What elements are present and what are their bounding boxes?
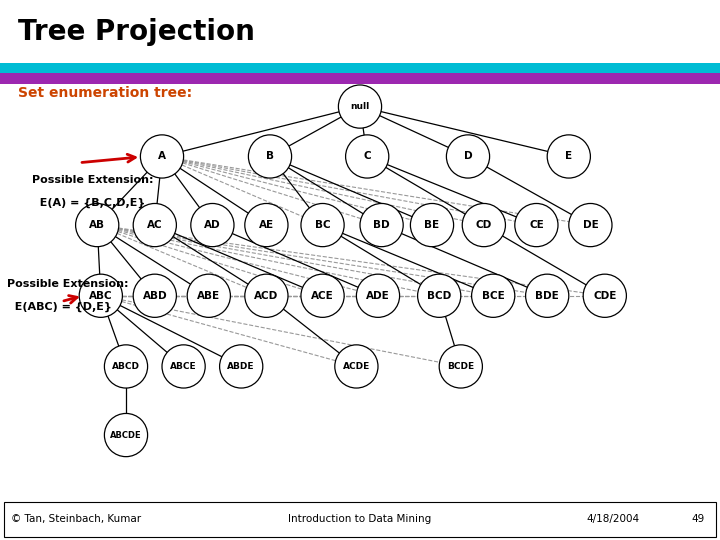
- Ellipse shape: [439, 345, 482, 388]
- Ellipse shape: [245, 204, 288, 247]
- Ellipse shape: [360, 204, 403, 247]
- Text: BCE: BCE: [482, 291, 505, 301]
- Ellipse shape: [346, 135, 389, 178]
- Text: ABDE: ABDE: [228, 362, 255, 371]
- Text: DE: DE: [582, 220, 598, 230]
- Text: E(ABC) = {D,E}: E(ABC) = {D,E}: [7, 302, 112, 312]
- Text: A: A: [158, 151, 166, 161]
- Text: Tree Projection: Tree Projection: [18, 18, 255, 46]
- Text: ADE: ADE: [366, 291, 390, 301]
- Text: BC: BC: [315, 220, 330, 230]
- Text: Possible Extension:: Possible Extension:: [32, 175, 154, 185]
- Text: ABC: ABC: [89, 291, 112, 301]
- Ellipse shape: [245, 274, 288, 318]
- Bar: [0, 63, 720, 73]
- Ellipse shape: [140, 135, 184, 178]
- Text: ACDE: ACDE: [343, 362, 370, 371]
- Ellipse shape: [104, 414, 148, 457]
- Ellipse shape: [79, 274, 122, 318]
- Bar: [0, 73, 720, 84]
- Text: ACE: ACE: [311, 291, 334, 301]
- Text: null: null: [351, 102, 369, 111]
- Ellipse shape: [338, 85, 382, 128]
- Text: BE: BE: [424, 220, 440, 230]
- Text: B: B: [266, 151, 274, 161]
- Ellipse shape: [76, 204, 119, 247]
- Text: Introduction to Data Mining: Introduction to Data Mining: [289, 514, 431, 524]
- Ellipse shape: [220, 345, 263, 388]
- Text: ABCE: ABCE: [171, 362, 197, 371]
- Ellipse shape: [248, 135, 292, 178]
- Ellipse shape: [472, 274, 515, 318]
- Ellipse shape: [569, 204, 612, 247]
- Text: ABCD: ABCD: [112, 362, 140, 371]
- Text: 49: 49: [691, 514, 704, 524]
- Ellipse shape: [446, 135, 490, 178]
- Ellipse shape: [356, 274, 400, 318]
- Text: CE: CE: [529, 220, 544, 230]
- Text: E(A) = {B,C,D,E}: E(A) = {B,C,D,E}: [32, 198, 145, 208]
- Ellipse shape: [335, 345, 378, 388]
- Text: CD: CD: [476, 220, 492, 230]
- Text: AD: AD: [204, 220, 221, 230]
- Ellipse shape: [301, 274, 344, 318]
- Ellipse shape: [133, 274, 176, 318]
- Ellipse shape: [418, 274, 461, 318]
- Text: AB: AB: [89, 220, 105, 230]
- Text: C: C: [364, 151, 371, 161]
- Text: D: D: [464, 151, 472, 161]
- Text: 4/18/2004: 4/18/2004: [587, 514, 640, 524]
- Ellipse shape: [526, 274, 569, 318]
- Text: BD: BD: [373, 220, 390, 230]
- FancyBboxPatch shape: [4, 502, 716, 537]
- Text: ABCDE: ABCDE: [110, 430, 142, 440]
- Ellipse shape: [133, 204, 176, 247]
- Ellipse shape: [410, 204, 454, 247]
- Ellipse shape: [187, 274, 230, 318]
- Text: BCDE: BCDE: [447, 362, 474, 371]
- Ellipse shape: [583, 274, 626, 318]
- Text: © Tan, Steinbach, Kumar: © Tan, Steinbach, Kumar: [11, 514, 141, 524]
- Ellipse shape: [547, 135, 590, 178]
- Ellipse shape: [301, 204, 344, 247]
- Text: Possible Extension:: Possible Extension:: [7, 279, 129, 289]
- Text: ABE: ABE: [197, 291, 220, 301]
- Ellipse shape: [104, 345, 148, 388]
- Text: ACD: ACD: [254, 291, 279, 301]
- Text: AE: AE: [258, 220, 274, 230]
- Ellipse shape: [191, 204, 234, 247]
- Text: BCD: BCD: [427, 291, 451, 301]
- Ellipse shape: [162, 345, 205, 388]
- Ellipse shape: [515, 204, 558, 247]
- Text: Set enumeration tree:: Set enumeration tree:: [18, 86, 192, 100]
- Text: CDE: CDE: [593, 291, 616, 301]
- Text: BDE: BDE: [536, 291, 559, 301]
- Text: AC: AC: [147, 220, 163, 230]
- Text: E: E: [565, 151, 572, 161]
- Ellipse shape: [462, 204, 505, 247]
- Text: ABD: ABD: [143, 291, 167, 301]
